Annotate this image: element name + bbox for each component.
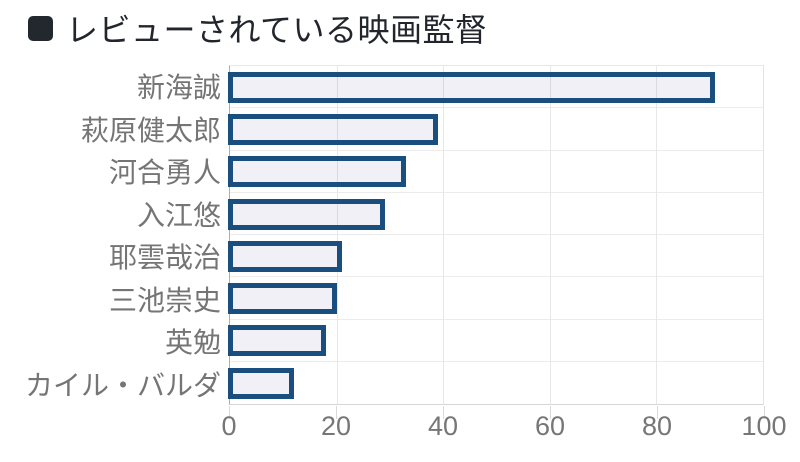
x-axis-tick-label: 80 [641,411,673,441]
x-axis-tick-marks [229,406,765,419]
bar [228,156,406,188]
bar [228,367,294,399]
grid-line-horizontal [230,149,763,151]
plot-area [228,65,764,405]
x-axis-tick-mark [336,406,337,419]
grid-line-horizontal [230,360,763,362]
y-axis-label: 河合勇人 [108,157,221,189]
bar [228,71,716,103]
grid-line-horizontal [230,107,763,109]
y-axis-label: 入江悠 [136,199,221,231]
bar [228,198,385,230]
y-axis-label: 新海誠 [136,72,221,104]
title-square-icon [28,15,53,41]
y-axis-label: 耶雲哉治 [108,242,221,274]
x-axis-tick-label: 60 [534,411,566,441]
bar [228,114,438,145]
chart-title-text: レビューされている映画監督 [66,12,488,48]
x-axis-tick-mark [550,406,551,419]
bar [228,325,326,357]
grid-line-horizontal [230,318,763,320]
y-axis-labels: 新海誠萩原健太郎河合勇人入江悠耶雲哉治三池崇史英勉カイル・バルダ [0,65,221,405]
x-axis-tick-mark [764,406,765,419]
grid-line-horizontal [230,234,763,235]
grid-line-horizontal [230,191,763,193]
y-axis-label: 萩原健太郎 [80,114,221,146]
y-axis-label: カイル・バルダ [24,369,221,401]
grid-line-vertical [656,66,658,404]
x-axis-tick-label: 40 [427,411,459,441]
bar [228,283,337,314]
x-axis-tick-mark [443,406,444,419]
x-axis-tick-mark [229,406,230,419]
grid-line-horizontal [230,276,763,278]
chart-title: レビューされている映画監督 [28,8,488,48]
x-axis-tick-mark [657,406,658,419]
x-axis-tick-label: 20 [320,411,352,441]
grid-line-vertical [336,66,338,404]
x-axis-tick-label: 100 [741,411,787,441]
grid-line-vertical [549,66,551,404]
y-axis-label: 英勉 [164,327,221,359]
x-axis-tick-label: 0 [221,411,237,441]
grid-line-vertical [443,66,445,404]
y-axis-label: 三池崇史 [108,284,221,316]
bar [228,240,342,272]
x-axis-labels: 0 20 40 60 80 100 [221,411,786,447]
